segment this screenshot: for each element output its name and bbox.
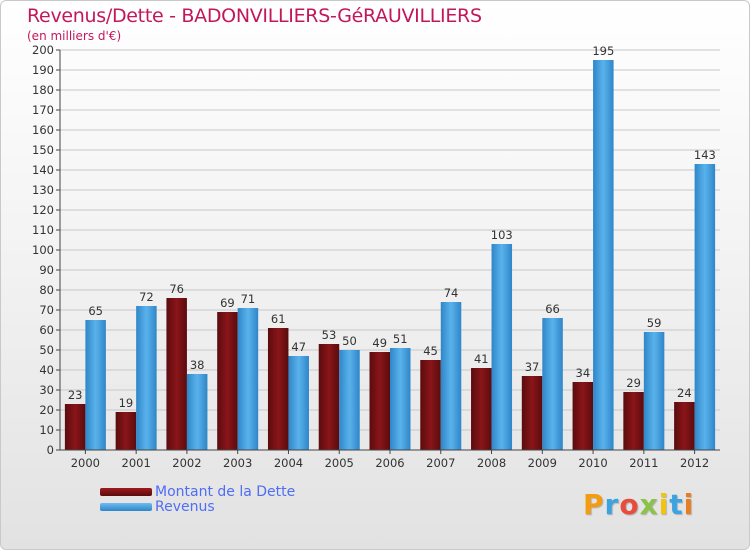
data-label: 69 bbox=[220, 296, 235, 310]
y-tick-label: 200 bbox=[32, 43, 54, 57]
data-label: 61 bbox=[271, 312, 286, 326]
data-label: 66 bbox=[545, 302, 560, 316]
x-tick-label: 2008 bbox=[477, 456, 506, 470]
y-tick-label: 20 bbox=[39, 403, 54, 417]
y-tick-label: 90 bbox=[39, 263, 54, 277]
bar-revenus bbox=[491, 244, 513, 450]
legend-label-revenus: Revenus bbox=[155, 499, 215, 515]
bar-revenus bbox=[390, 348, 411, 450]
y-tick-label: 110 bbox=[32, 223, 54, 237]
data-label: 103 bbox=[491, 228, 513, 242]
bar-dette bbox=[471, 368, 492, 450]
data-label: 41 bbox=[474, 352, 489, 366]
bar-dette bbox=[572, 382, 594, 450]
y-tick-label: 170 bbox=[32, 103, 54, 117]
bar-revenus bbox=[186, 374, 208, 450]
y-tick-label: 80 bbox=[39, 283, 54, 297]
data-label: 29 bbox=[626, 376, 641, 390]
bar-dette bbox=[369, 352, 390, 450]
bar-dette bbox=[217, 312, 238, 450]
x-tick-label: 2001 bbox=[122, 456, 151, 470]
x-tick-label: 2010 bbox=[578, 456, 607, 470]
bar-revenus bbox=[136, 306, 157, 450]
data-label: 37 bbox=[525, 360, 540, 374]
bar-revenus bbox=[85, 320, 106, 450]
y-tick-label: 130 bbox=[32, 183, 54, 197]
data-label: 76 bbox=[169, 282, 184, 296]
legend-swatch-revenus bbox=[100, 503, 152, 511]
data-label: 65 bbox=[88, 304, 103, 318]
data-label: 47 bbox=[291, 340, 306, 354]
y-tick-label: 60 bbox=[39, 323, 54, 337]
x-tick-label: 2011 bbox=[629, 456, 658, 470]
bar-dette bbox=[318, 344, 340, 450]
bar-revenus bbox=[237, 308, 259, 450]
y-tick-label: 50 bbox=[39, 343, 54, 357]
y-tick-label: 70 bbox=[39, 303, 54, 317]
bar-dette bbox=[64, 404, 86, 450]
bar-dette bbox=[674, 402, 695, 450]
bar-dette bbox=[521, 376, 543, 450]
y-tick-label: 0 bbox=[47, 443, 54, 457]
data-label: 24 bbox=[677, 386, 692, 400]
data-label: 72 bbox=[139, 290, 154, 304]
y-tick-label: 120 bbox=[32, 203, 54, 217]
chart-subtitle: (en milliers d'€) bbox=[27, 29, 122, 43]
bar-revenus bbox=[643, 332, 665, 450]
y-tick-label: 10 bbox=[39, 423, 54, 437]
data-label: 34 bbox=[576, 366, 591, 380]
legend-swatch-dette bbox=[100, 488, 152, 496]
data-label: 195 bbox=[592, 44, 614, 58]
data-label: 143 bbox=[694, 148, 716, 162]
y-tick-label: 190 bbox=[32, 63, 54, 77]
bar-dette bbox=[115, 412, 137, 450]
bar-dette bbox=[623, 392, 644, 450]
bar-revenus bbox=[593, 60, 614, 450]
data-label: 38 bbox=[190, 358, 205, 372]
data-label: 23 bbox=[68, 388, 83, 402]
y-tick-label: 160 bbox=[32, 123, 54, 137]
x-tick-label: 2012 bbox=[680, 456, 709, 470]
y-tick-label: 180 bbox=[32, 83, 54, 97]
y-tick-label: 40 bbox=[39, 363, 54, 377]
data-label: 71 bbox=[241, 292, 256, 306]
x-tick-label: 2002 bbox=[172, 456, 201, 470]
bar-revenus bbox=[440, 302, 462, 450]
data-label: 53 bbox=[322, 328, 337, 342]
bar-dette bbox=[420, 360, 441, 450]
x-tick-label: 2009 bbox=[528, 456, 557, 470]
bar-revenus bbox=[694, 164, 716, 450]
y-tick-label: 150 bbox=[32, 143, 54, 157]
x-tick-label: 2003 bbox=[223, 456, 252, 470]
data-label: 50 bbox=[342, 334, 357, 348]
x-tick-label: 2005 bbox=[325, 456, 354, 470]
bar-dette bbox=[267, 328, 289, 450]
bar-revenus bbox=[542, 318, 563, 450]
bar-dette bbox=[166, 298, 187, 450]
legend-label-dette: Montant de la Dette bbox=[155, 484, 296, 500]
y-tick-label: 140 bbox=[32, 163, 54, 177]
data-label: 59 bbox=[647, 316, 662, 330]
proxiti-logo: Proxiti bbox=[583, 488, 695, 521]
x-tick-label: 2000 bbox=[71, 456, 100, 470]
x-tick-label: 2006 bbox=[375, 456, 404, 470]
data-label: 51 bbox=[393, 332, 408, 346]
data-label: 45 bbox=[423, 344, 438, 358]
y-tick-label: 100 bbox=[32, 243, 54, 257]
data-label: 19 bbox=[119, 396, 134, 410]
x-tick-label: 2004 bbox=[274, 456, 303, 470]
y-tick-label: 30 bbox=[39, 383, 54, 397]
data-label: 49 bbox=[372, 336, 387, 350]
chart-title: Revenus/Dette - BADONVILLIERS-GéRAUVILLI… bbox=[27, 5, 482, 27]
bar-revenus bbox=[339, 350, 360, 450]
bar-revenus bbox=[288, 356, 309, 450]
x-tick-label: 2007 bbox=[426, 456, 455, 470]
data-label: 74 bbox=[444, 286, 459, 300]
